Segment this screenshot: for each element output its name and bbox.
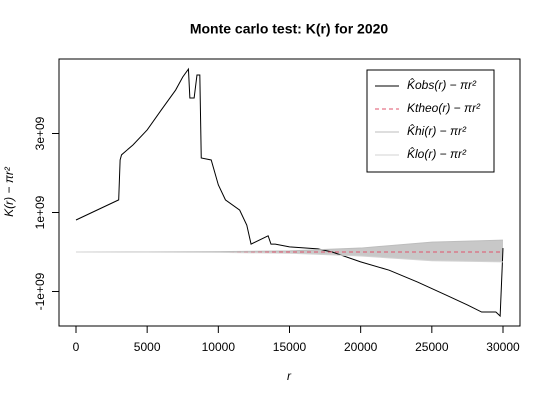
y-tick-label: 3e+09 xyxy=(33,116,47,150)
series-line xyxy=(75,67,504,318)
x-tick-label: 5000 xyxy=(134,340,161,354)
y-tick-label: -1e+09 xyxy=(33,272,47,310)
legend-label: K̂hi(r) − πr² xyxy=(407,123,467,138)
x-tick-label: 30000 xyxy=(486,340,520,354)
series-line xyxy=(75,251,503,263)
x-axis-label: r xyxy=(287,369,292,383)
x-tick-label: 20000 xyxy=(344,340,378,354)
x-tick-label: 25000 xyxy=(415,340,449,354)
legend-label: K̂lo(r) − πr² xyxy=(407,146,467,161)
legend-label: Ktheo(r) − πr² xyxy=(407,101,481,115)
legend-label: K̂obs(r) − πr² xyxy=(407,77,477,92)
y-tick-label: 1e+09 xyxy=(33,195,47,229)
x-tick-label: 15000 xyxy=(273,340,307,354)
x-tick-label: 0 xyxy=(73,340,80,354)
y-axis-label: K(r) − πr² xyxy=(2,166,16,217)
chart-title: Monte carlo test: K(r) for 2020 xyxy=(190,21,389,37)
x-tick-label: 10000 xyxy=(202,340,236,354)
